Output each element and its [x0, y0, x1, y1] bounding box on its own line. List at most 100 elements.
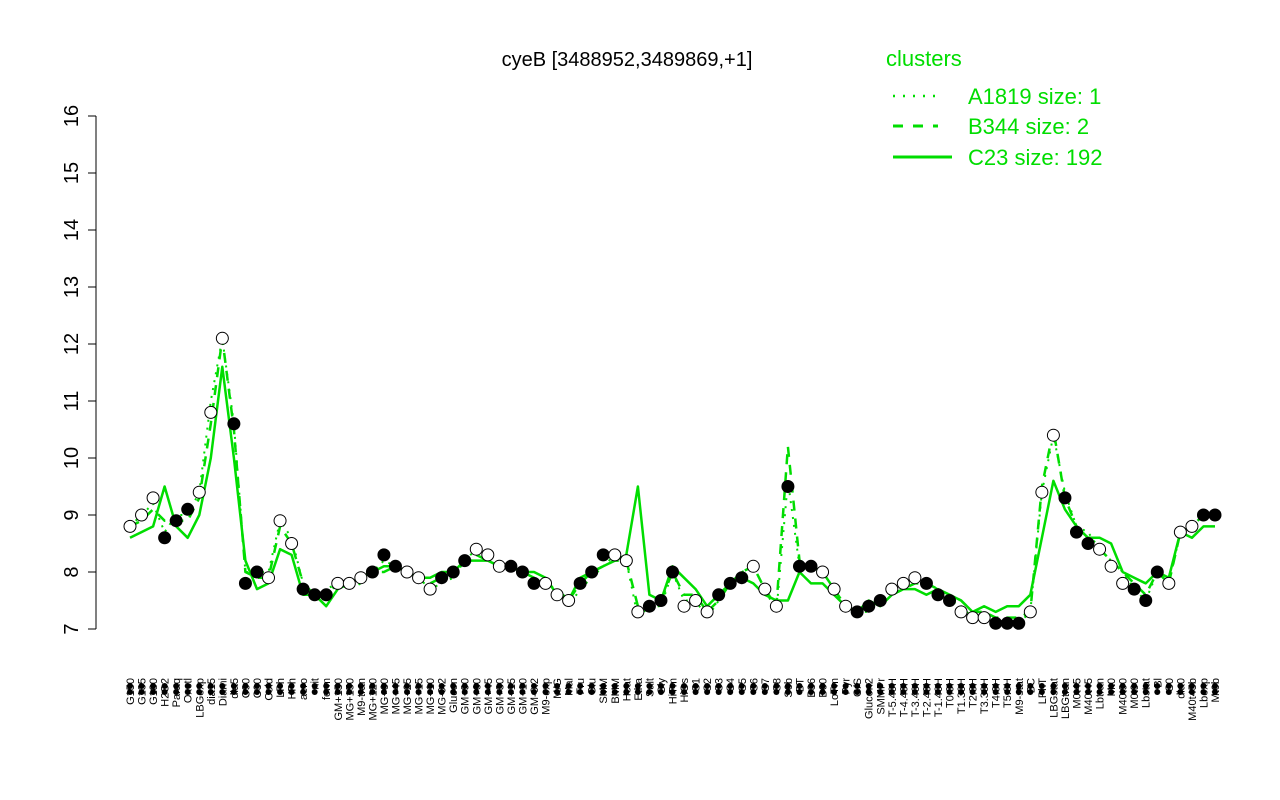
rug-mark [1131, 683, 1138, 689]
y-tick-label: 13 [61, 276, 83, 298]
rug-mark [634, 689, 641, 695]
rug-mark [796, 689, 803, 695]
rug-mark [484, 683, 491, 689]
data-point [192, 485, 206, 499]
data-point [365, 565, 379, 579]
rug-mark [600, 683, 607, 689]
data-point [412, 571, 426, 585]
rug-mark [1073, 683, 1080, 689]
data-point [458, 554, 472, 568]
data-point [827, 582, 841, 596]
rug-mark [265, 689, 272, 695]
data-point [1012, 616, 1026, 630]
rug-mark [773, 683, 780, 689]
data-point [1104, 559, 1118, 573]
rug-mark [253, 683, 260, 689]
rug-mark [1108, 683, 1115, 689]
rug-mark [473, 683, 480, 689]
data-points [123, 331, 1222, 630]
rug-mark [1015, 689, 1022, 695]
rug-mark [1038, 683, 1045, 689]
rug-mark [888, 683, 895, 689]
chart-title: cyeB [3488952,3489869,+1] [502, 49, 753, 71]
rug-mark [265, 683, 272, 689]
data-point [792, 559, 806, 573]
data-point [943, 594, 957, 607]
rug-mark [681, 689, 688, 695]
data-point [181, 502, 195, 516]
rug-mark [1061, 689, 1068, 695]
rug-mark [865, 689, 872, 695]
data-point [481, 548, 495, 562]
rug-mark [184, 683, 191, 689]
data-point [1000, 616, 1014, 630]
rug-mark [450, 683, 457, 689]
rug-mark [1165, 689, 1172, 695]
rug-mark [484, 689, 491, 695]
rug-mark [1096, 683, 1103, 689]
rug-mark [761, 689, 768, 695]
data-point [273, 514, 287, 528]
rug-mark [173, 689, 180, 695]
rug-mark [588, 689, 595, 695]
rug-mark [1050, 683, 1057, 689]
data-point [135, 508, 149, 522]
data-point [1196, 508, 1210, 522]
data-point [919, 576, 933, 590]
data-point [1150, 565, 1164, 579]
rug-mark [911, 683, 918, 689]
rug-mark [1085, 689, 1092, 695]
rug-mark [727, 689, 734, 695]
data-point [758, 582, 772, 596]
rug-mark [161, 689, 168, 695]
rug-mark [242, 689, 249, 695]
x-tick-label: LBGtran [1060, 678, 1072, 719]
legend-label-b344: B344 size: 2 [968, 114, 1089, 139]
data-point [331, 576, 345, 590]
rug-mark [738, 683, 745, 689]
rug-mark [323, 683, 330, 689]
rug-mark [946, 689, 953, 695]
rug-mark [1061, 683, 1068, 689]
rug-mark [196, 683, 203, 689]
rug-mark [173, 683, 180, 689]
rug-mark [219, 683, 226, 689]
rug-mark [392, 683, 399, 689]
rug-marks [127, 683, 1218, 695]
data-point [158, 531, 172, 545]
data-point [1081, 537, 1095, 550]
rug-mark [554, 689, 561, 695]
rug-mark [300, 683, 307, 689]
data-point [250, 565, 264, 579]
data-point [885, 582, 899, 596]
rug-mark [357, 689, 364, 695]
data-point [435, 571, 449, 585]
y-tick-label: 10 [61, 447, 83, 469]
data-point [989, 616, 1003, 630]
rug-mark [1096, 689, 1103, 695]
rug-mark [427, 683, 434, 689]
rug-mark [1165, 683, 1172, 689]
data-point [1058, 491, 1072, 505]
data-point [931, 588, 945, 602]
rug-mark [611, 689, 618, 695]
rug-mark [404, 683, 411, 689]
rug-mark [623, 683, 630, 689]
rug-mark [438, 683, 445, 689]
data-point [977, 611, 991, 625]
data-point [769, 599, 783, 613]
data-point [238, 576, 252, 590]
rug-mark [519, 683, 526, 689]
data-point [816, 565, 830, 579]
data-point [619, 554, 633, 568]
rug-mark [496, 683, 503, 689]
rug-mark [831, 689, 838, 695]
data-point [515, 565, 529, 579]
data-point [446, 565, 460, 579]
rug-mark [161, 683, 168, 689]
rug-mark [588, 683, 595, 689]
rug-mark [565, 683, 572, 689]
rug-mark [992, 689, 999, 695]
data-point [712, 588, 726, 602]
